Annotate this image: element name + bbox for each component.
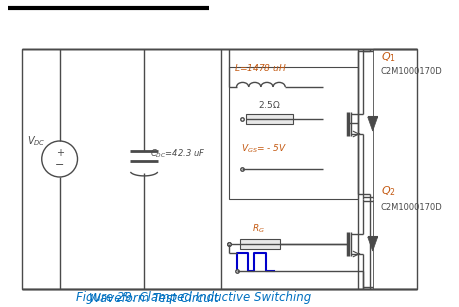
Text: $2.5\Omega$: $2.5\Omega$ bbox=[258, 99, 281, 110]
Text: +: + bbox=[56, 148, 64, 158]
Polygon shape bbox=[368, 237, 378, 251]
Bar bbox=[229, 67, 358, 199]
Bar bbox=[241, 239, 280, 249]
Text: Waveform Test Circuit: Waveform Test Circuit bbox=[89, 292, 219, 305]
Text: −: − bbox=[55, 160, 64, 170]
Text: $V_{GS}$= - 5V: $V_{GS}$= - 5V bbox=[241, 143, 288, 155]
Text: C2M1000170D: C2M1000170D bbox=[381, 203, 442, 212]
Bar bbox=[22, 49, 417, 289]
Text: $V_{DC}$: $V_{DC}$ bbox=[27, 134, 46, 148]
Text: Figure 29. Clamped Inductive Switching: Figure 29. Clamped Inductive Switching bbox=[76, 290, 311, 304]
Text: $C_{DC}$=42.3 uF: $C_{DC}$=42.3 uF bbox=[150, 148, 205, 160]
Text: $Q_2$: $Q_2$ bbox=[381, 184, 396, 198]
Text: $R_G$: $R_G$ bbox=[252, 223, 265, 235]
Text: C2M1000170D: C2M1000170D bbox=[381, 67, 442, 76]
Text: $Q_1$: $Q_1$ bbox=[381, 50, 396, 64]
Polygon shape bbox=[368, 117, 378, 131]
Bar bbox=[246, 114, 293, 124]
Text: $L$=1478 uH: $L$=1478 uH bbox=[234, 62, 286, 73]
